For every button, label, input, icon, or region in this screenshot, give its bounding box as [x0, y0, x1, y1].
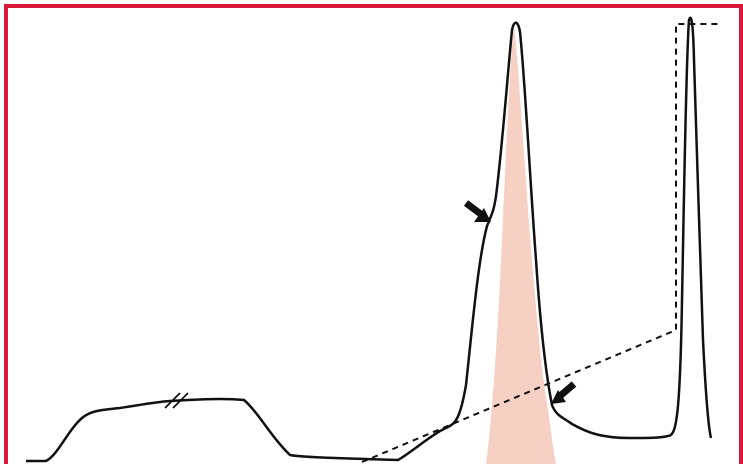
arrow-icon — [551, 381, 577, 404]
figure-border — [4, 4, 743, 464]
arrow-icon — [463, 200, 491, 222]
axis-break-mark — [164, 392, 189, 409]
chromatogram-trace — [26, 16, 713, 463]
dashed-gradient-line — [361, 23, 718, 463]
shaded-peak-region — [486, 26, 556, 464]
